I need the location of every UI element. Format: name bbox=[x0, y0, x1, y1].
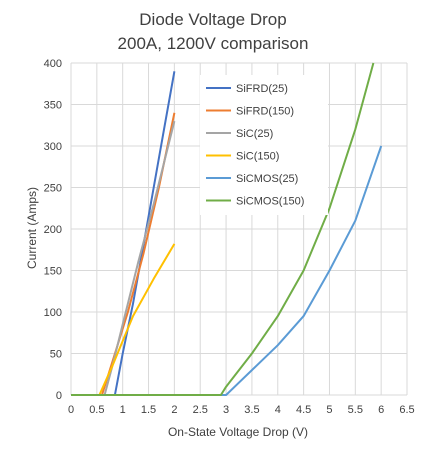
y-tick-label: 300 bbox=[44, 141, 62, 153]
y-tick-label: 350 bbox=[44, 100, 62, 112]
x-tick-label: 2 bbox=[171, 404, 177, 416]
x-tick-label: 0.5 bbox=[89, 404, 104, 416]
series-layer bbox=[71, 62, 383, 396]
x-tick-label: 6 bbox=[378, 404, 384, 416]
legend-label: SiCMOS(25) bbox=[236, 173, 298, 185]
legend: SiFRD(25) SiFRD(150) SiC(25) SiC(150) SiCMOS… bbox=[206, 83, 304, 208]
y-tick-label: 50 bbox=[50, 349, 62, 361]
chart-subtitle: 200A, 1200V comparison bbox=[118, 34, 309, 53]
y-tick-label: 150 bbox=[44, 266, 62, 278]
x-tick-label: 3 bbox=[223, 404, 229, 416]
x-axis-label: On-State Voltage Drop (V) bbox=[168, 425, 308, 439]
tick-labels: 0 0.5 1 1.5 2 2.5 3 3.5 4 4.5 5 5.5 6 6.5 0 50 100 150 200… bbox=[44, 58, 415, 416]
y-tick-label: 0 bbox=[56, 390, 62, 402]
chart-title: Diode Voltage Drop bbox=[139, 10, 286, 29]
x-tick-label: 4.5 bbox=[296, 404, 311, 416]
x-tick-label: 0 bbox=[68, 404, 74, 416]
y-tick-label: 250 bbox=[44, 183, 62, 195]
y-tick-label: 100 bbox=[44, 307, 62, 319]
x-tick-label: 5.5 bbox=[348, 404, 363, 416]
x-tick-label: 2.5 bbox=[193, 404, 208, 416]
series-line-4 bbox=[71, 145, 383, 396]
series-line-5 bbox=[71, 62, 375, 396]
y-tick-label: 400 bbox=[44, 58, 62, 70]
legend-label: SiFRD(150) bbox=[236, 106, 294, 118]
x-tick-label: 1 bbox=[120, 404, 126, 416]
legend-label: SiC(25) bbox=[236, 128, 273, 140]
legend-background bbox=[200, 75, 328, 215]
x-tick-label: 3.5 bbox=[244, 404, 259, 416]
x-tick-label: 4 bbox=[275, 404, 281, 416]
legend-label: SiCMOS(150) bbox=[236, 196, 304, 208]
y-tick-label: 200 bbox=[44, 224, 62, 236]
legend-label: SiFRD(25) bbox=[236, 83, 288, 95]
x-tick-label: 5 bbox=[326, 404, 332, 416]
x-tick-label: 6.5 bbox=[399, 404, 414, 416]
x-tick-label: 1.5 bbox=[141, 404, 156, 416]
legend-label: SiC(150) bbox=[236, 151, 279, 163]
y-axis-label: Current (Amps) bbox=[25, 187, 39, 269]
